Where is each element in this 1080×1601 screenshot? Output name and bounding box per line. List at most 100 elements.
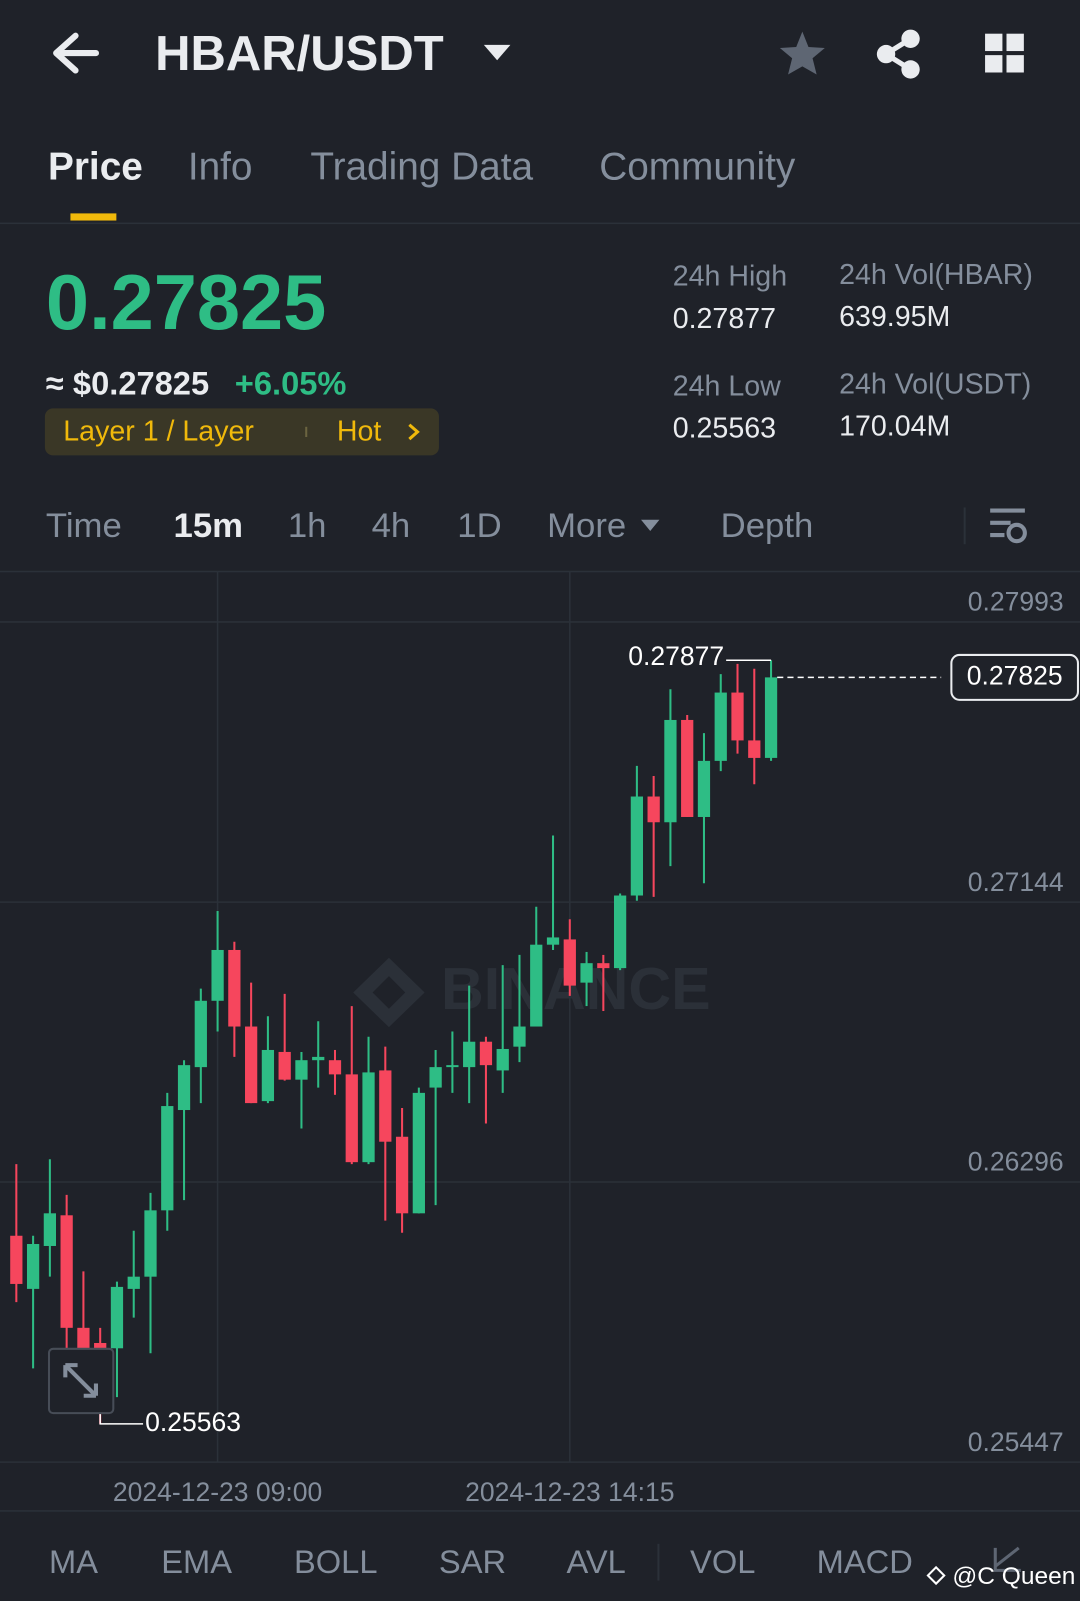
menu-grid-icon[interactable] — [985, 33, 1024, 73]
candle-body — [764, 677, 778, 758]
candle-body — [681, 719, 694, 817]
candle-body — [647, 796, 660, 823]
tag-chevron — [408, 423, 420, 441]
tab[interactable]: Community — [599, 146, 796, 189]
indicator[interactable]: MACD — [817, 1543, 913, 1580]
candle-body — [144, 1210, 157, 1277]
timeframe[interactable]: 1D — [457, 507, 501, 545]
watermark-logo — [353, 957, 425, 1028]
timeframe[interactable]: 1h — [288, 507, 327, 545]
candlestick-chart: 0.27993 0.27144 0.26296 0.25447 2024-12-23 0… — [0, 571, 1080, 1507]
last-price-label: 0.27825 — [967, 660, 1063, 690]
indicator[interactable]: BOLL — [294, 1543, 378, 1580]
grid-cell — [985, 55, 1003, 73]
candle-body — [43, 1213, 57, 1246]
candle-body — [530, 944, 543, 1027]
candle-body — [295, 1060, 308, 1080]
stat-label: 24h Vol(HBAR) — [839, 259, 1033, 291]
back-arrow — [53, 32, 100, 74]
candle-body — [60, 1215, 73, 1328]
candle-body — [597, 963, 610, 969]
candle-body — [177, 1065, 191, 1111]
indicator[interactable]: SAR — [439, 1543, 506, 1580]
timeframe[interactable]: 15m — [174, 507, 243, 545]
more-dropdown[interactable] — [641, 519, 660, 531]
indicator[interactable]: AVL — [567, 1543, 626, 1580]
stat-value: 0.25563 — [673, 412, 776, 444]
candle-body — [127, 1276, 140, 1289]
candle-body — [563, 939, 576, 986]
candle-body — [479, 1041, 493, 1066]
indicator-settings[interactable] — [993, 1546, 1021, 1572]
divider — [0, 570, 1080, 573]
candle-body — [513, 1026, 526, 1047]
candle-body — [664, 719, 677, 823]
candle-body — [261, 1049, 275, 1102]
pair-dropdown[interactable] — [483, 44, 511, 61]
expand-button[interactable] — [47, 1347, 115, 1415]
candle-body — [194, 1000, 207, 1068]
divider — [0, 222, 1080, 225]
candle-body — [312, 1056, 325, 1061]
stat-value: 0.27877 — [673, 303, 776, 335]
tag-label: Layer 1 / Layer — [63, 415, 254, 447]
y-tick-label: 0.27993 — [968, 587, 1064, 617]
candle-body — [429, 1067, 442, 1088]
tag-background — [44, 408, 439, 456]
expand-arrows — [63, 1363, 98, 1398]
chart-settings-icon[interactable] — [990, 508, 1027, 544]
indicator[interactable]: MA — [49, 1543, 98, 1580]
stat-label: 24h High — [673, 260, 787, 292]
timeframe[interactable]: Time — [46, 507, 122, 545]
share-icon[interactable] — [876, 29, 920, 79]
tag-separator — [305, 426, 308, 438]
tab-indicator — [70, 213, 117, 221]
sector-tag[interactable]: Layer 1 / Layer Hot — [44, 408, 439, 456]
candle-body — [77, 1327, 90, 1349]
grid-cell — [985, 33, 1003, 52]
last-price: 0.27825 — [46, 260, 326, 346]
candle-body — [10, 1235, 23, 1284]
candle-body — [446, 1065, 459, 1068]
tag-hot: Hot — [337, 415, 382, 447]
candle-body — [412, 1092, 425, 1214]
x-tick-label: 2024-12-23 14:15 — [465, 1477, 674, 1507]
low-marker-line — [99, 1413, 144, 1425]
candle-body — [748, 740, 761, 758]
share-lines — [881, 36, 912, 72]
candle-body — [110, 1286, 124, 1349]
y-tick-label: 0.26296 — [968, 1147, 1064, 1177]
tab[interactable]: Info — [188, 146, 253, 189]
candle-body — [379, 1070, 392, 1142]
candle-body — [26, 1244, 40, 1289]
indicator[interactable]: VOL — [690, 1543, 755, 1580]
timeframe[interactable]: 4h — [372, 507, 411, 545]
tab[interactable]: Price — [48, 146, 143, 189]
back-button[interactable] — [53, 32, 100, 74]
credit-logo — [926, 1565, 946, 1586]
candle-body — [228, 949, 241, 1027]
candle-body — [161, 1106, 174, 1211]
candle-body — [328, 1060, 342, 1075]
candle-body — [546, 937, 560, 945]
candle-body — [278, 1051, 291, 1080]
timeframe[interactable]: Depth — [721, 507, 814, 545]
separator — [657, 1543, 660, 1581]
stat-label: 24h Low — [673, 371, 781, 403]
stat-value: 639.95M — [839, 301, 950, 333]
candle-body — [613, 895, 627, 969]
candle-body — [395, 1136, 409, 1214]
pair-title[interactable]: HBAR/USDT — [155, 27, 444, 81]
candle-body — [362, 1072, 375, 1163]
last-price-box — [950, 653, 1079, 701]
tab[interactable]: Trading Data — [310, 146, 533, 189]
candle-body — [345, 1074, 358, 1163]
indicator[interactable]: EMA — [161, 1543, 232, 1580]
candle-body — [463, 1041, 476, 1068]
candle-body — [211, 949, 224, 1001]
candle-body — [731, 692, 744, 741]
timeframe[interactable]: More — [547, 507, 626, 545]
favorite-icon[interactable] — [779, 31, 825, 75]
candle-body — [714, 692, 727, 761]
